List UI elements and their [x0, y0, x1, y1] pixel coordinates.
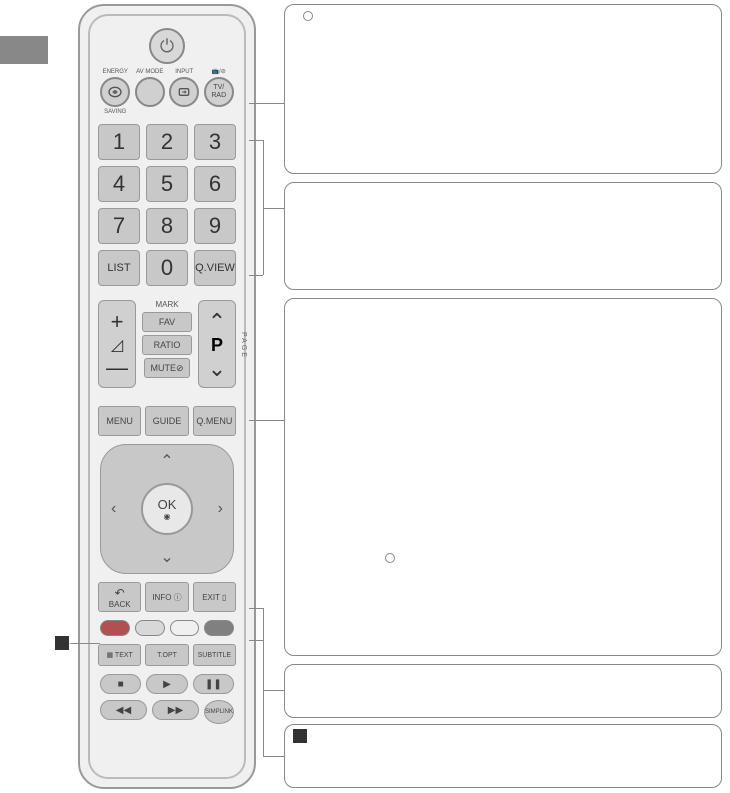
color-button-row: [96, 620, 238, 636]
num-0-button[interactable]: 0: [146, 250, 188, 286]
num-6-button[interactable]: 6: [194, 166, 236, 202]
back-row: ↶ BACK INFO ⓘ EXIT ▯: [96, 582, 238, 612]
ok-dot-icon: ◉: [164, 512, 171, 521]
fast-forward-button[interactable]: ▶▶: [152, 700, 199, 720]
stop-button[interactable]: ■: [100, 674, 141, 694]
volume-program-section: + ◿ — MARK FAV RATIO MUTE ⊘ ⌃ P ⌄: [96, 300, 238, 400]
connector: [263, 208, 284, 209]
desc-box-4: [284, 664, 722, 718]
vol-down-icon: —: [106, 355, 128, 381]
connector: [70, 643, 100, 644]
guide-button[interactable]: GUIDE: [145, 406, 188, 436]
desc-box-1: [284, 4, 722, 174]
page-label: PAGE: [240, 332, 247, 359]
connector: [263, 608, 264, 756]
connector: [263, 756, 284, 757]
playback-row-1: ■ ▶ ❚❚: [96, 674, 238, 694]
num-1-button[interactable]: 1: [98, 124, 140, 160]
saving-label: SAVING: [104, 108, 126, 116]
connector: [249, 275, 263, 276]
side-tab: [0, 36, 48, 64]
connector: [263, 690, 284, 691]
vol-up-icon: +: [111, 309, 124, 335]
tv-rad-button[interactable]: TV/ RAD: [204, 77, 234, 107]
subtitle-button[interactable]: SUBTITLE: [193, 644, 236, 666]
energy-label: ENERGY: [103, 68, 128, 76]
vol-triangle-icon: ◿: [111, 335, 123, 355]
tvrad-icon-label: 📺/⊘: [212, 68, 226, 76]
playback-row-2: ◀◀ ▶▶ SIMPLINK: [96, 700, 238, 724]
connector: [249, 420, 284, 421]
avmode-label: AV MODE: [136, 68, 163, 76]
connector: [249, 103, 284, 104]
back-arrow-icon: ↶: [115, 586, 125, 600]
dpad-down-icon: ⌄: [160, 547, 173, 567]
circle-marker-1: [303, 11, 313, 21]
rewind-button[interactable]: ◀◀: [100, 700, 147, 720]
number-pad: 1 2 3 4 5 6 7 8 9 LIST 0 Q.VIEW: [96, 120, 238, 290]
desc-box-2: [284, 182, 722, 290]
num-7-button[interactable]: 7: [98, 208, 140, 244]
info-button[interactable]: INFO ⓘ: [145, 582, 188, 612]
input-button[interactable]: [169, 77, 199, 107]
menu-button[interactable]: MENU: [98, 406, 141, 436]
ok-button[interactable]: OK ◉: [141, 483, 193, 535]
qmenu-button[interactable]: Q.MENU: [193, 406, 236, 436]
dpad-up-icon: ⌃: [160, 451, 173, 471]
desc-box-5: [284, 724, 722, 788]
teletext-row: ▦ TEXT T.OPT SUBTITLE: [96, 644, 238, 666]
fav-button[interactable]: FAV: [142, 312, 192, 332]
power-button[interactable]: ⏻: [149, 28, 185, 64]
av-mode-button[interactable]: [135, 77, 165, 107]
play-button[interactable]: ▶: [146, 674, 187, 694]
connector: [249, 640, 263, 641]
marker-square-left: [55, 636, 69, 650]
num-3-button[interactable]: 3: [194, 124, 236, 160]
program-control[interactable]: ⌃ P ⌄: [198, 300, 236, 388]
dpad-right-icon: ›: [218, 500, 223, 518]
num-5-button[interactable]: 5: [146, 166, 188, 202]
red-button[interactable]: [100, 620, 130, 636]
green-button[interactable]: [135, 620, 165, 636]
list-button[interactable]: LIST: [98, 250, 140, 286]
energy-saving-button[interactable]: [100, 77, 130, 107]
exit-button[interactable]: EXIT ▯: [193, 582, 236, 612]
prog-p-label: P: [211, 335, 223, 356]
ratio-button[interactable]: RATIO: [142, 335, 192, 355]
prog-down-icon: ⌄: [208, 356, 226, 382]
input-label: INPUT: [175, 68, 193, 76]
blue-button[interactable]: [204, 620, 234, 636]
menu-row: MENU GUIDE Q.MENU: [96, 406, 238, 436]
remote-inner: ⏻ ENERGY SAVING AV MODE INPUT: [88, 14, 246, 779]
dpad-left-icon: ‹: [111, 500, 116, 518]
prog-up-icon: ⌃: [208, 309, 226, 335]
mute-button[interactable]: MUTE ⊘: [144, 358, 190, 378]
text-button[interactable]: ▦ TEXT: [98, 644, 141, 666]
num-9-button[interactable]: 9: [194, 208, 236, 244]
circle-marker-2: [385, 553, 395, 563]
topt-button[interactable]: T.OPT: [145, 644, 188, 666]
simplink-button[interactable]: SIMPLINK: [204, 700, 234, 724]
ok-label: OK: [158, 497, 177, 512]
num-2-button[interactable]: 2: [146, 124, 188, 160]
marker-square-box5: [293, 729, 307, 743]
dpad: ⌃ ⌄ ‹ › OK ◉: [100, 444, 234, 574]
mark-label: MARK: [155, 300, 178, 309]
back-button[interactable]: ↶ BACK: [98, 582, 141, 612]
connector: [249, 140, 263, 141]
dpad-ring[interactable]: ⌃ ⌄ ‹ › OK ◉: [100, 444, 234, 574]
volume-control[interactable]: + ◿ —: [98, 300, 136, 388]
yellow-button[interactable]: [170, 620, 200, 636]
pause-button[interactable]: ❚❚: [193, 674, 234, 694]
qview-button[interactable]: Q.VIEW: [194, 250, 236, 286]
top-button-row: ENERGY SAVING AV MODE INPUT 📺/⊘: [96, 68, 238, 116]
desc-box-3: [284, 298, 722, 656]
num-8-button[interactable]: 8: [146, 208, 188, 244]
remote-control: ⏻ ENERGY SAVING AV MODE INPUT: [78, 4, 256, 789]
back-label: BACK: [109, 600, 131, 609]
num-4-button[interactable]: 4: [98, 166, 140, 202]
connector: [249, 608, 263, 609]
